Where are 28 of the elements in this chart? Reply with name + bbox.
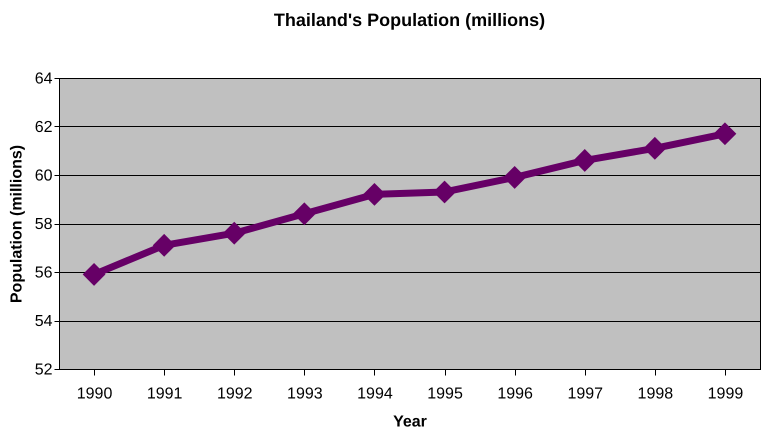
x-tick-label: 1997 <box>567 386 604 402</box>
x-tick-label: 1991 <box>146 386 183 402</box>
y-tick-label: 62 <box>34 119 53 136</box>
x-tick-label: 1990 <box>76 386 112 402</box>
x-tick-label: 1998 <box>638 386 674 402</box>
x-axis-title: Year <box>393 414 427 430</box>
point <box>714 122 736 146</box>
point <box>222 222 246 245</box>
x-tick-label: 1994 <box>357 386 393 402</box>
y-tick-label: 60 <box>34 168 53 184</box>
y-tick-label: 52 <box>34 362 53 378</box>
x-tick-label: 1999 <box>708 386 744 402</box>
x-tick-label: 1995 <box>427 386 463 402</box>
point <box>643 136 666 160</box>
point <box>152 234 176 257</box>
y-tick-label: 58 <box>34 216 53 233</box>
point <box>573 149 596 172</box>
chart-title: Thailand's Population (millions) <box>274 10 546 30</box>
point <box>82 263 106 286</box>
point <box>503 166 526 189</box>
x-tick-label: 1996 <box>497 386 534 402</box>
x-tick-label: 1993 <box>287 386 323 402</box>
x-tick-label: 1992 <box>216 386 253 402</box>
point <box>292 202 316 226</box>
y-axis-title: Population (millions) <box>8 144 26 304</box>
y-tick-label: 56 <box>34 264 53 282</box>
y-tick-label: 54 <box>34 313 53 330</box>
y-tick-label: 64 <box>34 70 53 88</box>
